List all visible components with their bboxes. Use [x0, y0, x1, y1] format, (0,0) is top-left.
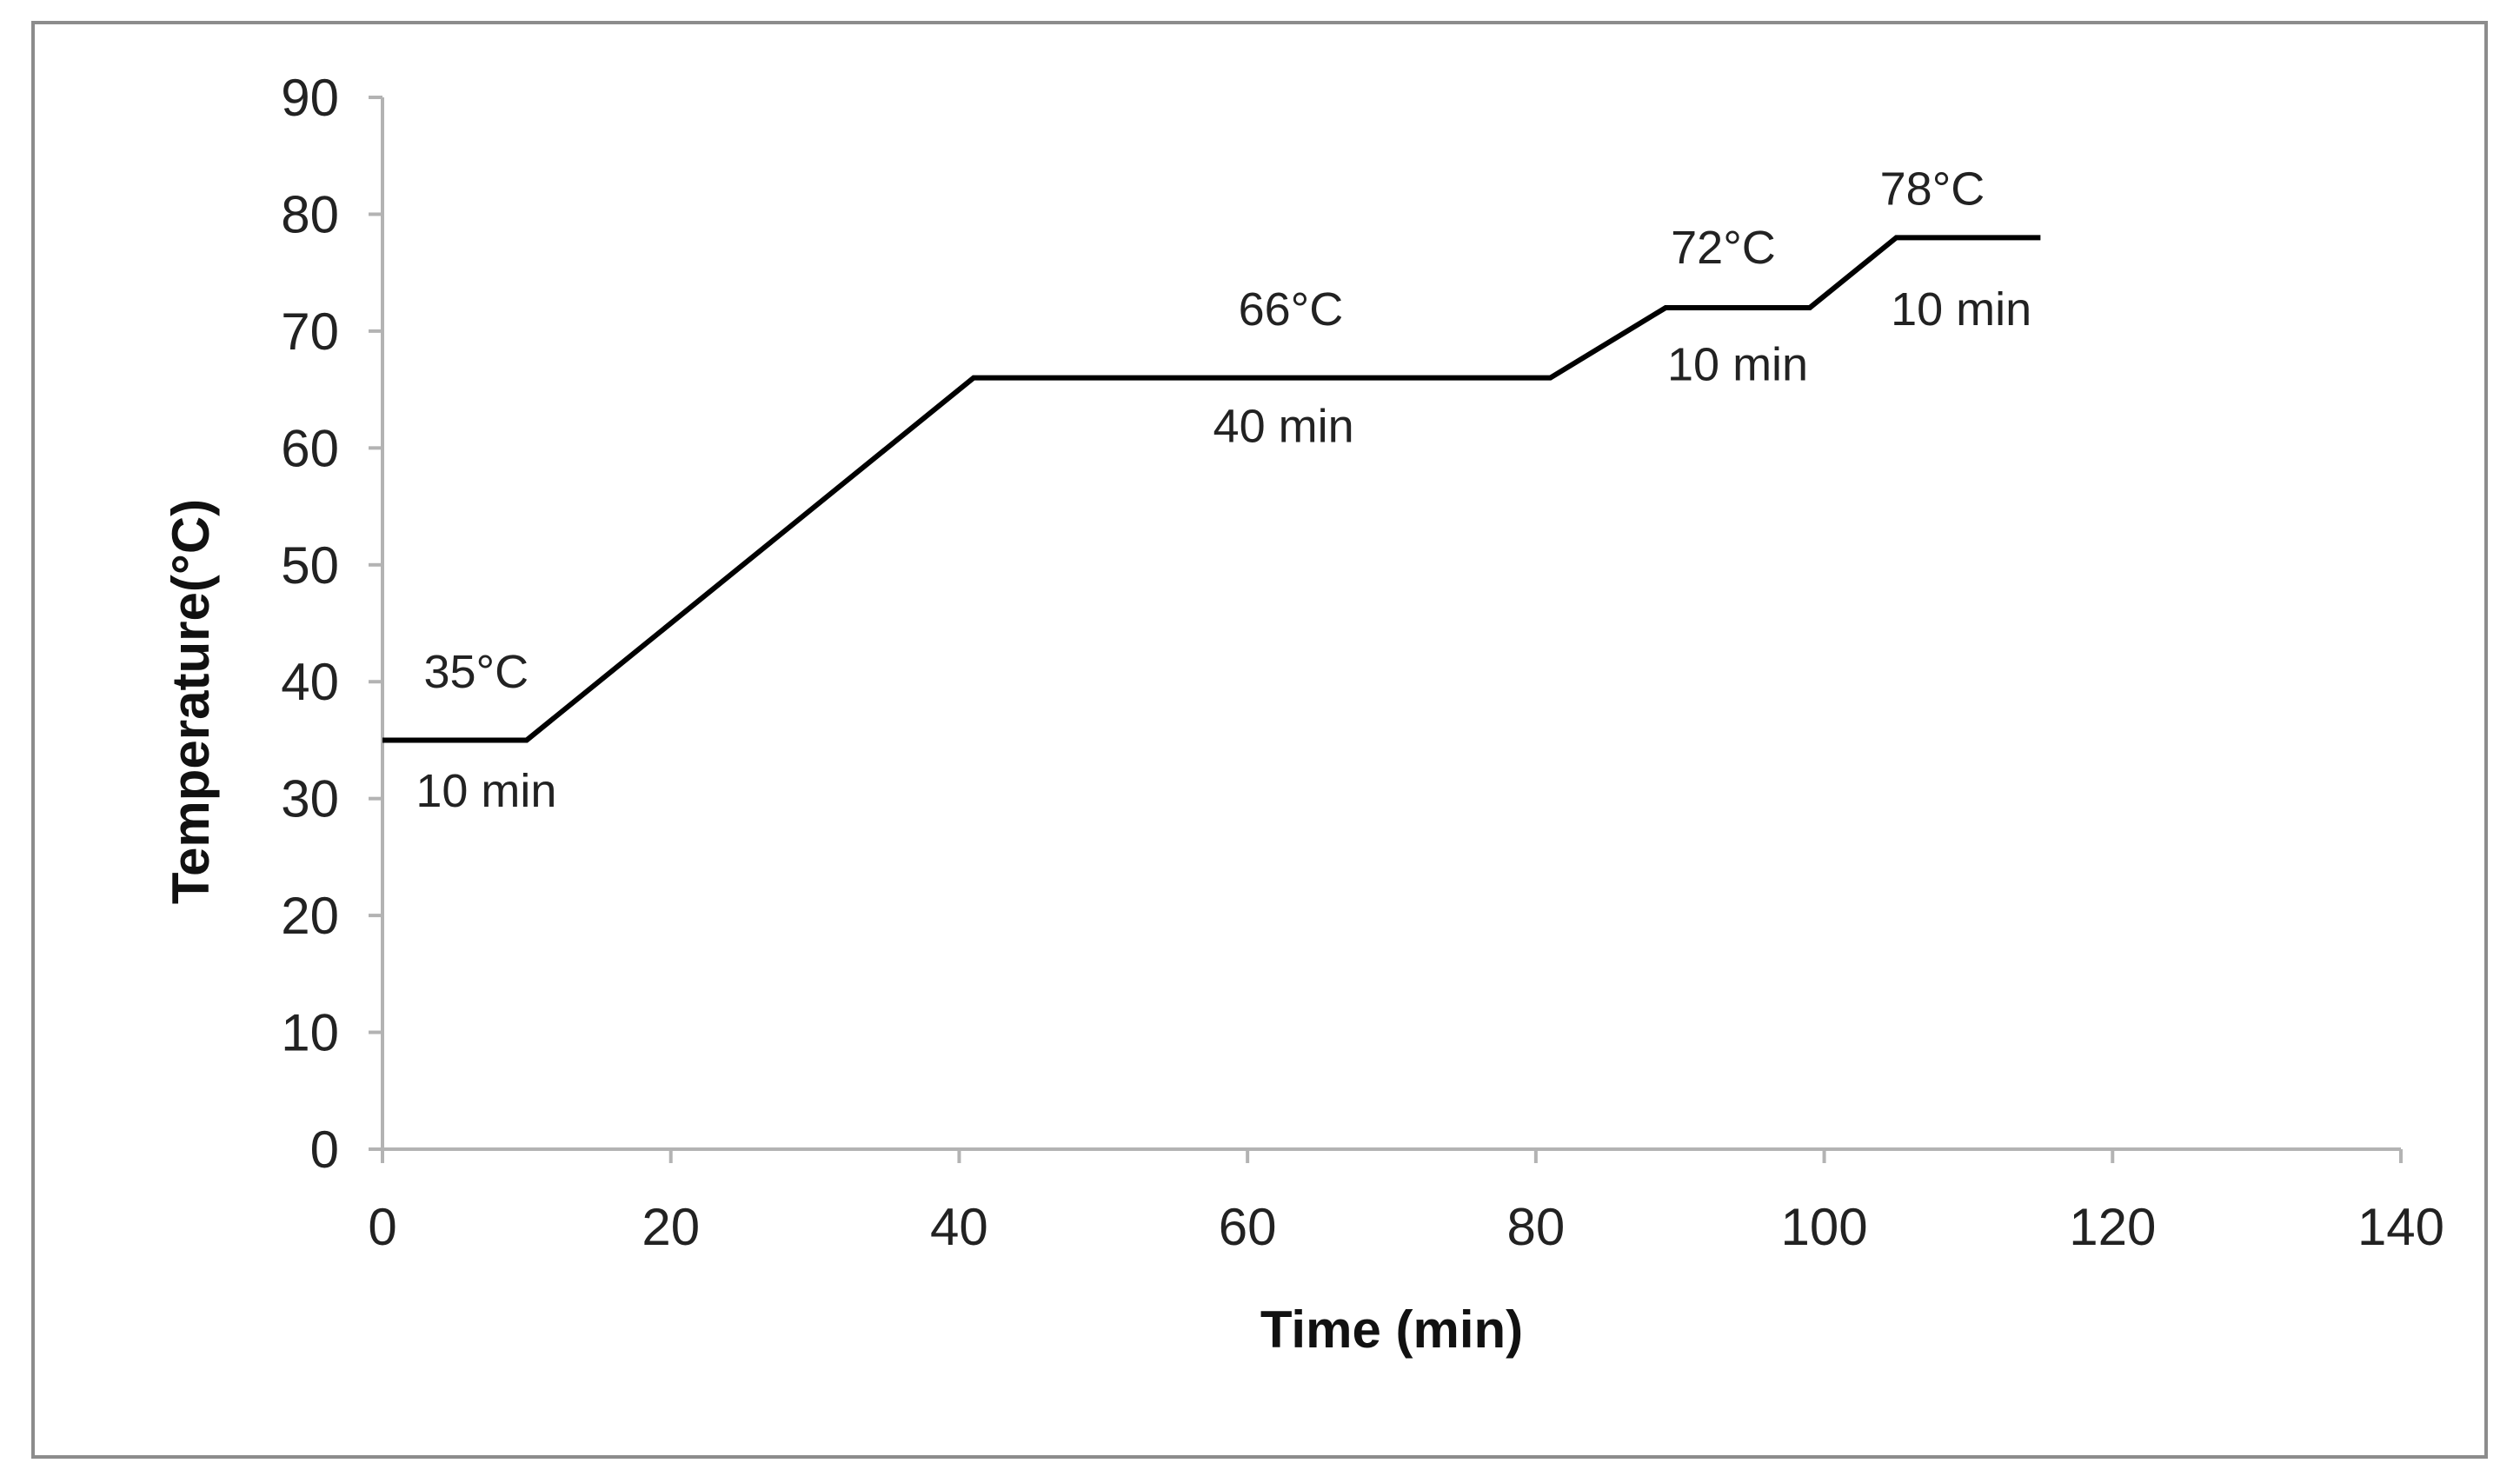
annotation-label: 66°C: [1239, 283, 1344, 336]
x-tick-label: 140: [2357, 1198, 2444, 1256]
x-axis-title: Time (min): [1260, 1300, 1523, 1359]
y-tick-label: 10: [281, 1004, 339, 1062]
temperature-program-chart: 0 10 20 30 40 50 60 70 80 90 0 20 40 60 80 100 120 140 35…: [162, 69, 2444, 1359]
annotation-label: 10 min: [1891, 283, 2031, 336]
y-tick-label: 90: [281, 69, 339, 127]
x-tick-label: 120: [2069, 1198, 2156, 1256]
y-tick-label: 50: [281, 536, 339, 595]
y-tick-label: 30: [281, 770, 339, 828]
x-tick-label: 0: [368, 1198, 396, 1256]
y-tick-label: 40: [281, 653, 339, 711]
y-tick-label: 60: [281, 419, 339, 477]
x-tick-label: 100: [1781, 1198, 1868, 1256]
x-tick-label: 80: [1506, 1198, 1565, 1256]
y-tick-label: 20: [281, 887, 339, 945]
chart-frame: 0 10 20 30 40 50 60 70 80 90 0 20 40 60 80 100 120 140 35…: [31, 21, 2488, 1459]
annotation-label: 10 min: [416, 765, 556, 817]
y-tick-label: 70: [281, 303, 339, 361]
temperature-series-line: [382, 235, 2041, 743]
annotation-label: 40 min: [1213, 401, 1354, 453]
y-axis-title: Temperature(°C): [162, 499, 220, 904]
x-tick-label: 20: [642, 1198, 700, 1256]
annotation-label: 78°C: [1880, 163, 1985, 216]
annotation-label: 35°C: [423, 646, 529, 698]
annotation-label: 10 min: [1667, 338, 1808, 390]
x-tick-label: 40: [930, 1198, 988, 1256]
y-tick-label: 0: [310, 1121, 339, 1179]
x-tick-label: 60: [1219, 1198, 1277, 1256]
annotation-label: 72°C: [1671, 222, 1776, 274]
y-tick-label: 80: [281, 185, 339, 243]
